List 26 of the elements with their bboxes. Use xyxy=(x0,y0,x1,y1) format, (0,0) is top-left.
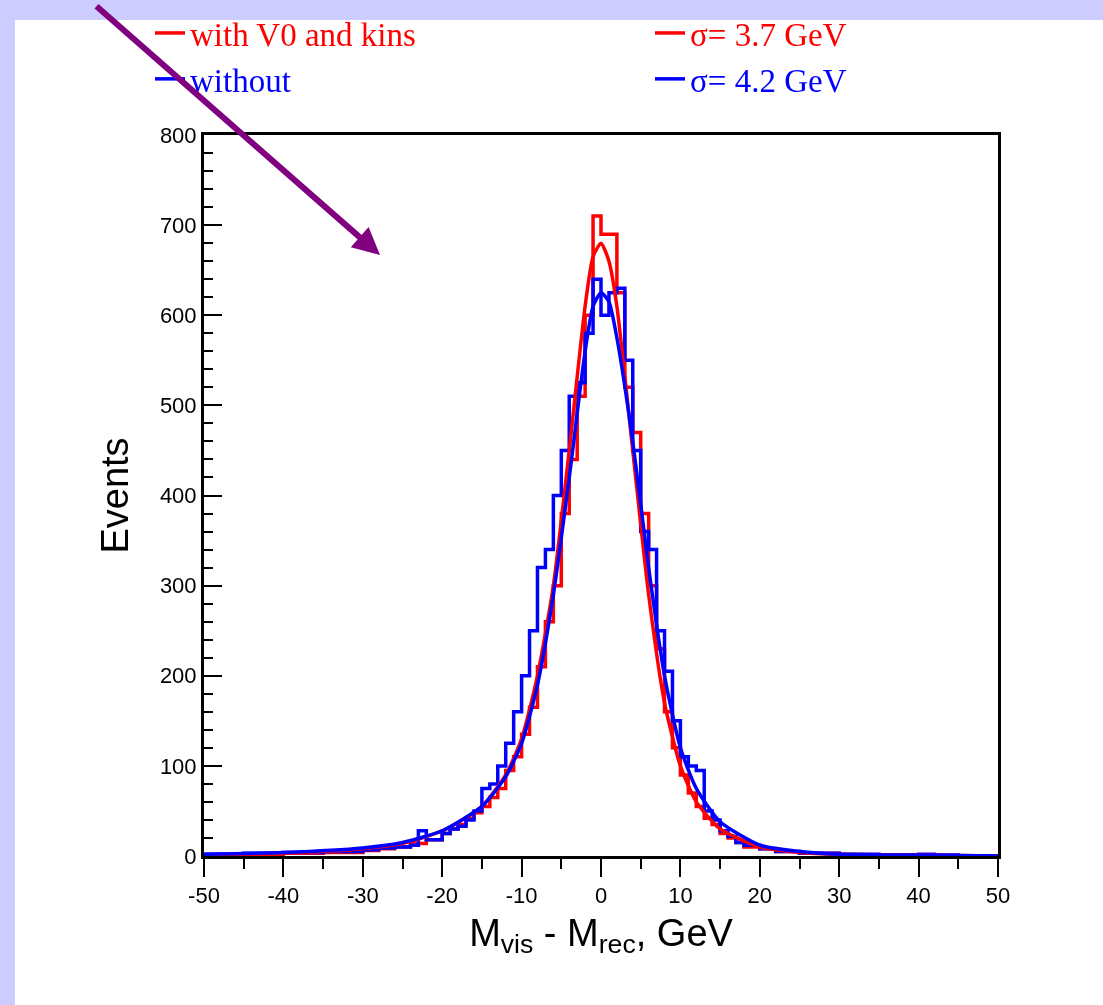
x-tick-label: 0 xyxy=(594,883,608,909)
y-tick-label: 600 xyxy=(159,302,197,328)
x-tick-label: -50 xyxy=(188,883,220,909)
x-tick-label: 30 xyxy=(826,883,852,909)
y-tick-label: 200 xyxy=(159,663,197,689)
y-axis-title: Events xyxy=(94,437,137,554)
x-axis-title: M$_{vis}$ - M$_{rec}$, GeV xyxy=(469,911,734,960)
x-tick-label: -10 xyxy=(505,883,538,909)
y-tick-label: 0 xyxy=(184,843,197,869)
legend-label: σ= 4.2 GeV xyxy=(690,62,847,99)
legend-label: with V0 and kins xyxy=(190,16,416,53)
x-tick-label: 10 xyxy=(668,883,693,909)
legend-label: without xyxy=(190,62,291,99)
legend-label: σ= 3.7 GeV xyxy=(690,16,847,53)
y-tick-label: 800 xyxy=(159,122,197,148)
y-tick-label: 500 xyxy=(159,393,197,419)
y-tick-label: 400 xyxy=(159,483,197,509)
x-tick-label: -30 xyxy=(346,883,379,909)
x-tick-label: -40 xyxy=(267,883,300,909)
x-tick-label: 50 xyxy=(985,883,1011,909)
x-tick-label: 20 xyxy=(747,883,773,909)
x-tick-label: 40 xyxy=(906,883,931,909)
y-tick-label: 300 xyxy=(159,573,197,599)
x-tick-label: -20 xyxy=(426,883,459,909)
y-tick-label: 100 xyxy=(159,753,197,779)
y-tick-label: 700 xyxy=(159,212,197,238)
